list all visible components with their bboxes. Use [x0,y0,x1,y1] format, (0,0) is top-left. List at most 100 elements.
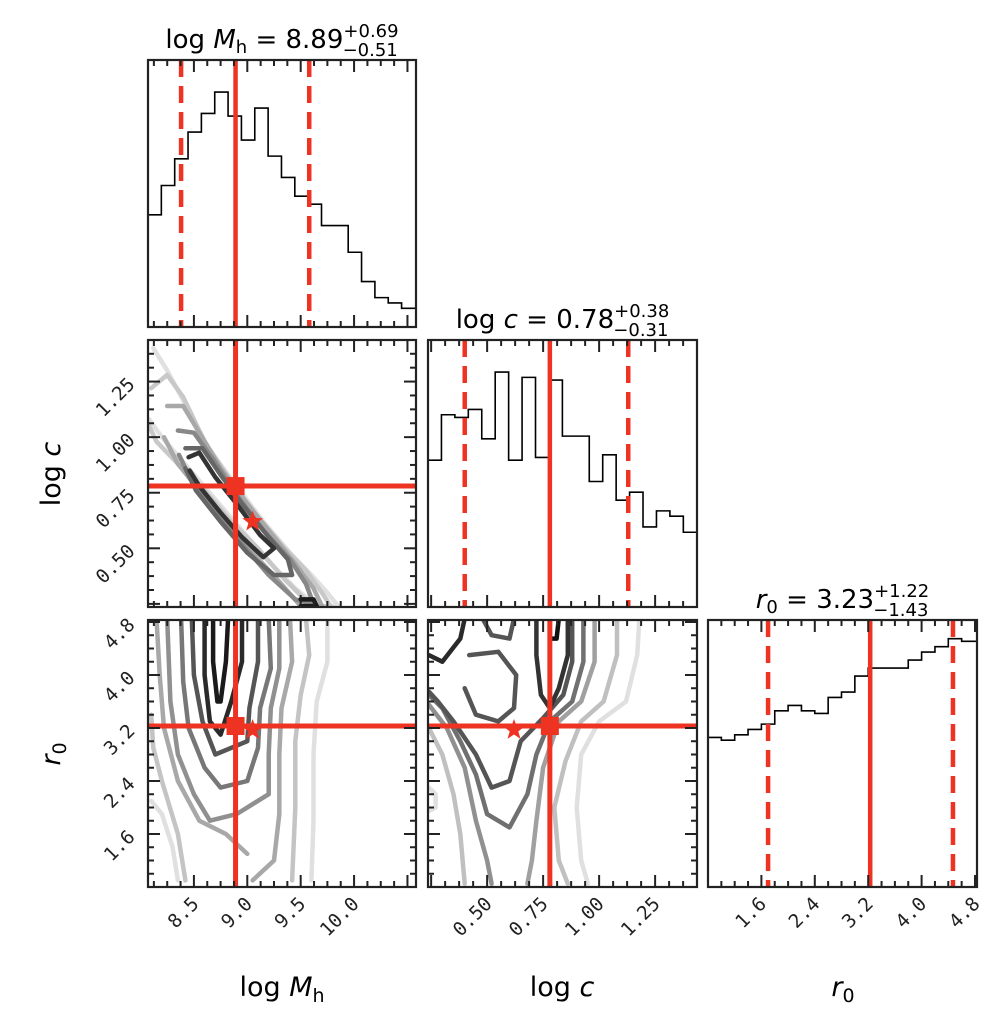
axis-label-symbol: M [289,972,312,1003]
contour-line [552,620,620,886]
histogram-step [148,91,416,310]
axis-label-subscript: h [313,985,325,1007]
contour-line [428,785,438,814]
x-tick-label: 9.5 [270,893,310,933]
contour-panel-r0_vs_logc [428,620,697,887]
axis-label-subscript: 0 [49,742,71,754]
contour-line [462,649,519,724]
contour-line [250,620,295,883]
star-marker [242,719,264,739]
contour-panel-r0_vs_logMh [148,620,416,887]
star-marker [503,719,525,739]
x-tick-label: 0.50 [449,893,497,941]
ticks [720,620,976,887]
title-log: log [456,305,504,335]
y-tick-label: 1.6 [100,826,140,866]
contour-line [309,620,330,883]
histogram-panel-r0 [708,620,977,887]
contour-line [428,620,586,830]
y-tick-label: 1.00 [92,429,140,477]
panel-frame [706,618,979,889]
panel-title-r0: r0 = 3.23+1.22 −1.43 [756,581,930,621]
x-tick-label: 4.8 [945,893,985,933]
x-tick-label: 9.0 [217,893,257,933]
title-log: log [165,25,213,55]
title-subscript: 0 [766,597,777,618]
y-tick-label: 0.75 [92,485,140,533]
title-err-plus: +1.22 [874,581,929,602]
histogram-step [708,637,977,741]
x-tick-label: 8.5 [164,893,204,933]
contour-line [428,620,467,664]
axis-label-log: log [36,457,67,507]
x-tick-label: 0.75 [505,893,553,941]
panel-title-logc: log c = 0.78+0.38 −0.31 [456,301,670,341]
ticks [152,60,409,327]
title-err-plus: +0.69 [343,21,398,42]
title-value: = 8.89 [247,25,343,55]
star-marker [242,510,264,531]
x-tick-label: 10.0 [316,893,364,941]
axis-label-log: log [239,972,289,1003]
x-axis-label-r0: r0 [831,972,854,1007]
panel-frame [426,338,699,609]
panel-frame [146,338,418,609]
axis-label-log: log [530,972,580,1003]
y-tick-label: 4.8 [100,614,140,654]
ticks [148,340,416,607]
contour-line [289,620,312,883]
truth-square-marker [540,717,559,736]
title-err-minus: −0.31 [613,320,668,341]
contour-line [148,798,181,883]
y-axis-label-r0: r0 [36,742,71,765]
panel-frame [146,618,418,889]
x-tick-label: 4.0 [891,893,931,933]
title-err-minus: −0.51 [343,40,398,61]
contour-line [183,446,295,578]
panel-frame [426,618,699,889]
title-subscript: h [236,37,247,58]
x-tick-label: 1.6 [731,893,771,933]
y-tick-label: 1.25 [92,374,140,422]
x-axis-label-logc: log c [530,972,595,1003]
contour-line [148,712,188,883]
x-axis-label-logMh: log Mh [239,972,324,1007]
x-tick-label: 2.4 [785,893,825,933]
plot-content [148,60,977,887]
axis-label-symbol: r [36,753,67,766]
title-err-plus: +0.38 [614,301,669,322]
title-err-minus: −1.43 [873,600,928,621]
histogram-panel-logc [428,340,697,607]
contour-line [202,620,245,737]
title-value: = 0.78 [518,305,614,335]
contour-line [428,725,467,886]
contour-line [189,620,261,757]
y-tick-label: 4.0 [100,667,140,707]
axis-label-subscript: 0 [843,985,855,1007]
ticks [148,620,416,887]
contour-panel-logc_vs_logMh [148,340,416,607]
x-tick-label: 1.00 [561,893,609,941]
panel-frames [146,58,979,889]
truth-square-marker [226,477,245,496]
axis-label-symbol: c [579,972,594,1003]
axis-label-symbol: c [36,442,67,457]
x-tick-label: 3.2 [838,893,878,933]
title-symbol: M [213,25,235,55]
x-tick-label: 1.25 [617,893,665,941]
title-symbol: r [756,585,769,615]
y-tick-label: 0.50 [92,540,140,588]
y-tick-label: 3.2 [100,720,140,760]
contour-line [428,620,575,790]
y-tick-label: 2.4 [100,773,140,813]
contour-line [186,450,277,560]
truth-square-marker [226,717,245,736]
panel-title-logMh: log Mh = 8.89+0.69 −0.51 [165,21,398,61]
contour-line [574,620,642,886]
y-axis-label-logc: log c [36,442,67,507]
title-value: = 3.23 [778,585,874,615]
histogram-step [428,371,697,534]
title-symbol: c [504,305,518,335]
panel-frame [146,58,418,329]
